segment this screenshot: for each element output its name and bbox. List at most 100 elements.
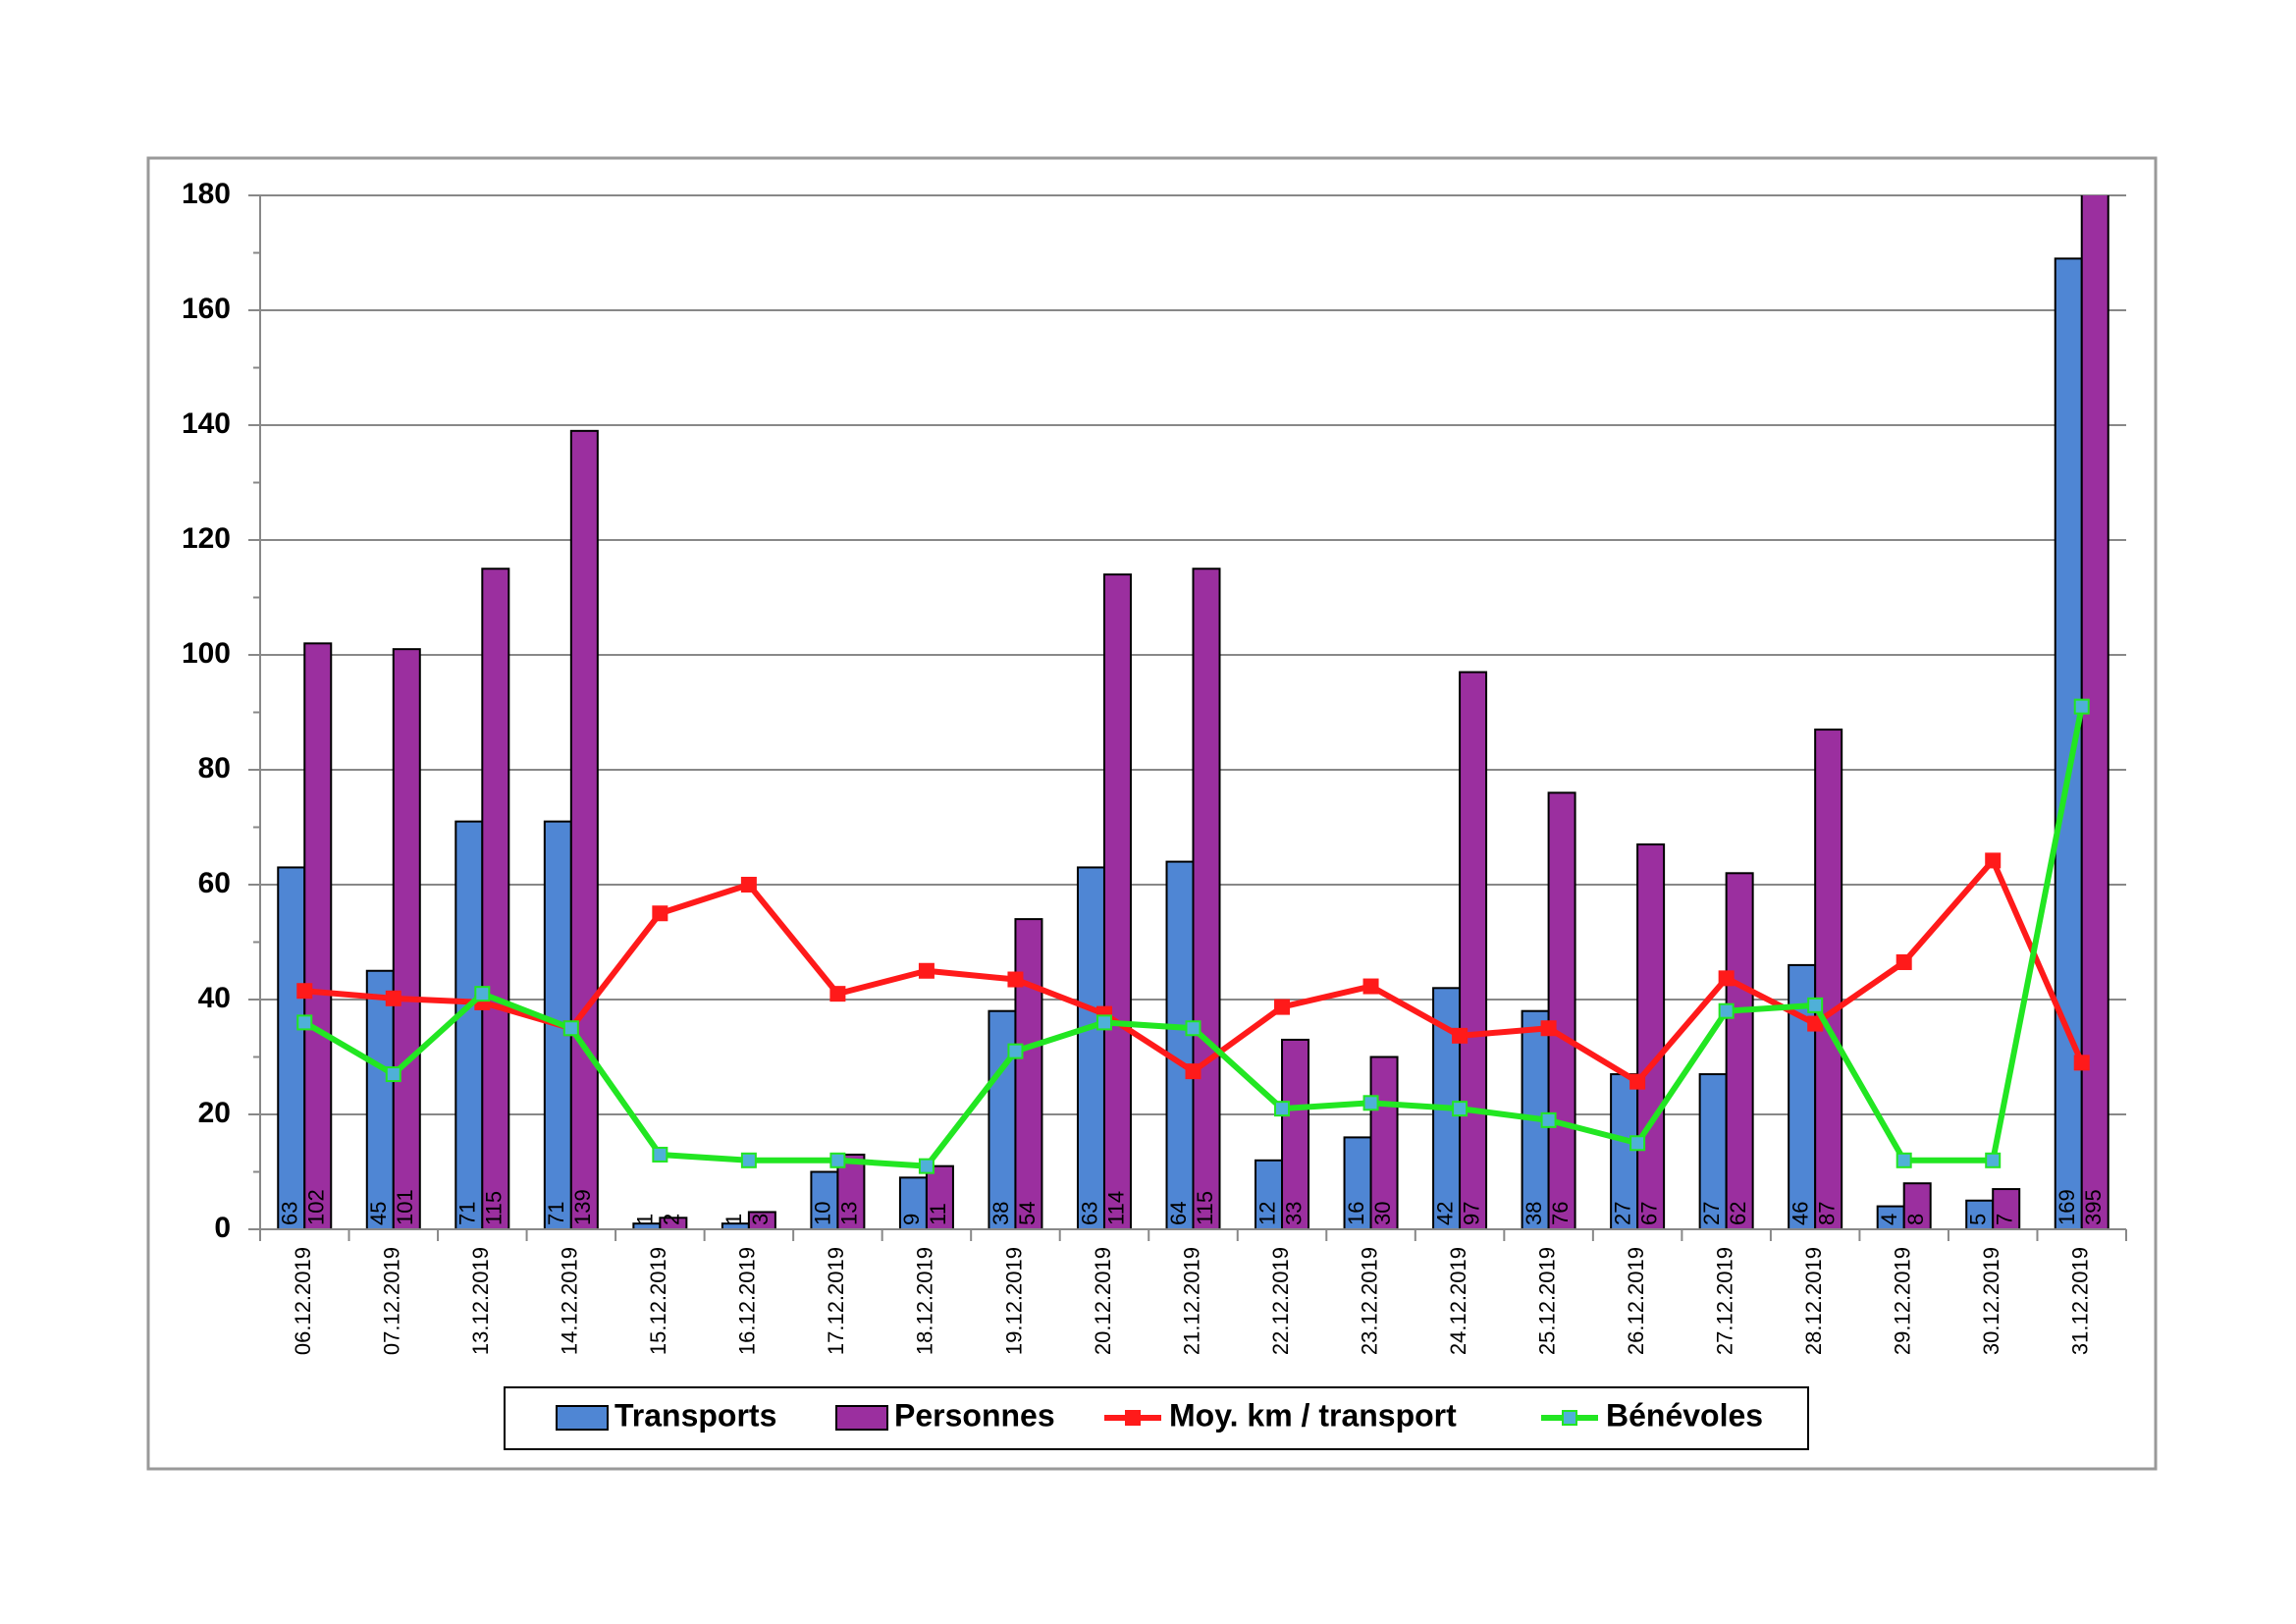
data-label: 114 xyxy=(1103,1191,1128,1225)
data-label: 33 xyxy=(1281,1202,1306,1225)
bar xyxy=(481,568,510,1229)
data-label: 139 xyxy=(570,1189,595,1225)
data-label: 9 xyxy=(899,1214,924,1225)
bar xyxy=(1902,1182,1932,1229)
bar xyxy=(1965,1199,1995,1229)
data-label: 87 xyxy=(1814,1202,1839,1225)
line-marker xyxy=(474,986,491,1002)
data-label: 115 xyxy=(1193,1191,1217,1225)
data-label: 42 xyxy=(1432,1202,1457,1225)
y-tick-label: 20 xyxy=(198,1097,231,1129)
bar xyxy=(1459,671,1488,1229)
bar xyxy=(1814,729,1843,1229)
lines xyxy=(296,698,2090,1174)
bar xyxy=(392,648,421,1229)
line-marker xyxy=(1362,978,1379,995)
x-tick-label: 21.12.2019 xyxy=(1179,1247,1203,1355)
y-tick-label: 40 xyxy=(198,982,231,1014)
x-tick-label: 13.12.2019 xyxy=(468,1247,493,1355)
bar xyxy=(454,820,484,1229)
bar xyxy=(659,1217,688,1229)
x-tick-label: 25.12.2019 xyxy=(1534,1247,1559,1355)
bar xyxy=(1547,791,1576,1229)
x-tick-label: 15.12.2019 xyxy=(646,1247,670,1355)
x-tick-label: 07.12.2019 xyxy=(380,1247,404,1355)
data-label: 27 xyxy=(1699,1202,1724,1225)
line-marker xyxy=(1896,1152,1912,1168)
x-tick-label: 24.12.2019 xyxy=(1446,1247,1470,1355)
y-tick-label: 0 xyxy=(214,1212,231,1244)
x-tick-label: 29.12.2019 xyxy=(1891,1247,1915,1355)
line-marker xyxy=(1185,1020,1201,1037)
line-marker xyxy=(1274,999,1291,1015)
x-tick-label: 19.12.2019 xyxy=(1001,1247,1026,1355)
data-label: 30 xyxy=(1370,1202,1395,1225)
x-tick-label: 23.12.2019 xyxy=(1357,1247,1381,1355)
data-label: 8 xyxy=(1903,1214,1928,1225)
x-tick-label: 18.12.2019 xyxy=(913,1247,937,1355)
legend-label: Bénévoles xyxy=(1606,1397,1763,1433)
data-label: 10 xyxy=(811,1202,835,1225)
line-marker xyxy=(562,1020,579,1037)
data-label: 115 xyxy=(482,1191,507,1225)
line-marker xyxy=(385,1066,401,1083)
data-label: 38 xyxy=(988,1202,1013,1225)
data-label: 3 xyxy=(748,1214,773,1225)
line-marker xyxy=(296,1014,313,1031)
data-label: 13 xyxy=(837,1202,862,1225)
x-tick-label: 31.12.2019 xyxy=(2068,1247,2093,1355)
line-marker xyxy=(740,877,757,893)
bar xyxy=(810,1170,839,1229)
bar xyxy=(1192,568,1221,1229)
data-label: 67 xyxy=(1636,1202,1661,1225)
y-tick-label: 160 xyxy=(182,293,231,325)
data-label: 45 xyxy=(366,1202,391,1225)
data-label: 63 xyxy=(1077,1202,1101,1225)
line-marker xyxy=(740,1152,757,1168)
legend-swatch xyxy=(556,1405,609,1431)
legend: Transports Personnes Moy. km / transport Bé… xyxy=(504,1386,1809,1450)
line-marker xyxy=(918,962,934,979)
line-marker xyxy=(1718,970,1735,987)
data-label: 46 xyxy=(1788,1202,1812,1225)
bar xyxy=(365,969,395,1229)
line-marker xyxy=(1452,1101,1468,1117)
data-label: 63 xyxy=(278,1202,302,1225)
y-tick-label: 180 xyxy=(182,178,231,210)
line-marker xyxy=(1807,997,1824,1013)
x-tick-label: 30.12.2019 xyxy=(1979,1247,2003,1355)
line-marker xyxy=(1540,1020,1557,1037)
line-marker xyxy=(1452,1027,1468,1044)
line-marker xyxy=(1807,1015,1824,1032)
chart-frame xyxy=(146,156,2158,1471)
x-tick-label: 26.12.2019 xyxy=(1624,1247,1648,1355)
bar xyxy=(569,429,599,1229)
bar xyxy=(1343,1136,1372,1229)
line-marker xyxy=(1007,971,1024,988)
line-marker xyxy=(1274,1101,1291,1117)
data-label: 71 xyxy=(544,1202,568,1225)
bar xyxy=(277,866,306,1229)
y-tick-label: 100 xyxy=(182,637,231,670)
data-label: 12 xyxy=(1255,1202,1279,1225)
bars xyxy=(277,195,2109,1229)
data-label: 7 xyxy=(1993,1214,2017,1225)
data-label: 64 xyxy=(1166,1202,1191,1225)
data-label: 169 xyxy=(2055,1189,2079,1225)
line-marker xyxy=(1362,1095,1379,1111)
line-marker xyxy=(1629,1135,1646,1152)
line-marker xyxy=(1718,1002,1735,1019)
bar xyxy=(1165,860,1195,1229)
bar xyxy=(1992,1188,2021,1229)
bar xyxy=(898,1176,928,1229)
legend-marker xyxy=(1125,1410,1141,1426)
x-tick-label: 28.12.2019 xyxy=(1801,1247,1826,1355)
y-tick-label: 140 xyxy=(182,407,231,440)
y-tick-label: 80 xyxy=(198,752,231,785)
data-label: 1 xyxy=(633,1214,658,1225)
line-marker xyxy=(296,983,313,1000)
line-marker xyxy=(918,1158,934,1174)
data-label: 71 xyxy=(455,1202,480,1225)
bar xyxy=(1014,918,1043,1229)
bar xyxy=(1281,1038,1310,1229)
